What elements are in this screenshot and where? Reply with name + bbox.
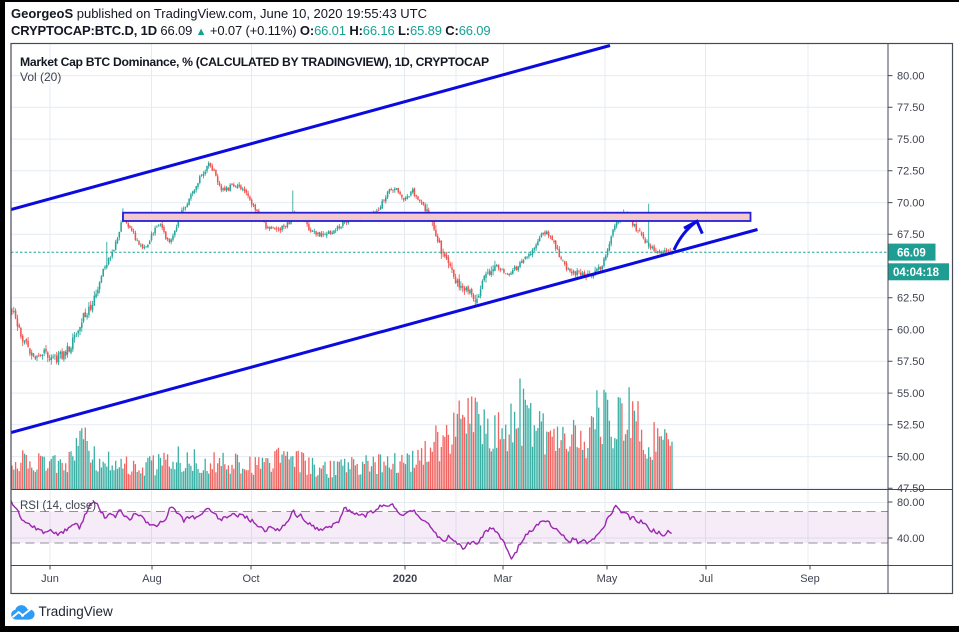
svg-text:80.00: 80.00 bbox=[897, 497, 925, 509]
svg-text:Aug: Aug bbox=[142, 573, 162, 585]
svg-text:75.00: 75.00 bbox=[897, 134, 925, 146]
svg-text:57.50: 57.50 bbox=[897, 356, 925, 368]
svg-text:04:04:18: 04:04:18 bbox=[893, 267, 940, 279]
svg-text:60.00: 60.00 bbox=[897, 324, 925, 336]
svg-text:May: May bbox=[597, 573, 618, 585]
svg-text:50.00: 50.00 bbox=[897, 451, 925, 463]
svg-text:52.50: 52.50 bbox=[897, 420, 925, 432]
svg-text:70.00: 70.00 bbox=[897, 197, 925, 209]
svg-text:47.50: 47.50 bbox=[897, 483, 925, 495]
svg-text:72.50: 72.50 bbox=[897, 166, 925, 178]
svg-text:67.50: 67.50 bbox=[897, 229, 925, 241]
svg-text:66.09: 66.09 bbox=[897, 248, 926, 260]
svg-text:77.50: 77.50 bbox=[897, 102, 925, 114]
svg-text:2020: 2020 bbox=[393, 573, 417, 585]
svg-text:40.00: 40.00 bbox=[897, 533, 925, 545]
svg-text:Jul: Jul bbox=[699, 573, 713, 585]
svg-text:80.00: 80.00 bbox=[897, 70, 925, 82]
svg-text:62.50: 62.50 bbox=[897, 293, 925, 305]
svg-text:Oct: Oct bbox=[242, 573, 259, 585]
svg-text:Jun: Jun bbox=[41, 573, 59, 585]
svg-text:55.00: 55.00 bbox=[897, 388, 925, 400]
svg-text:Mar: Mar bbox=[494, 573, 513, 585]
svg-text:Sep: Sep bbox=[800, 573, 820, 585]
